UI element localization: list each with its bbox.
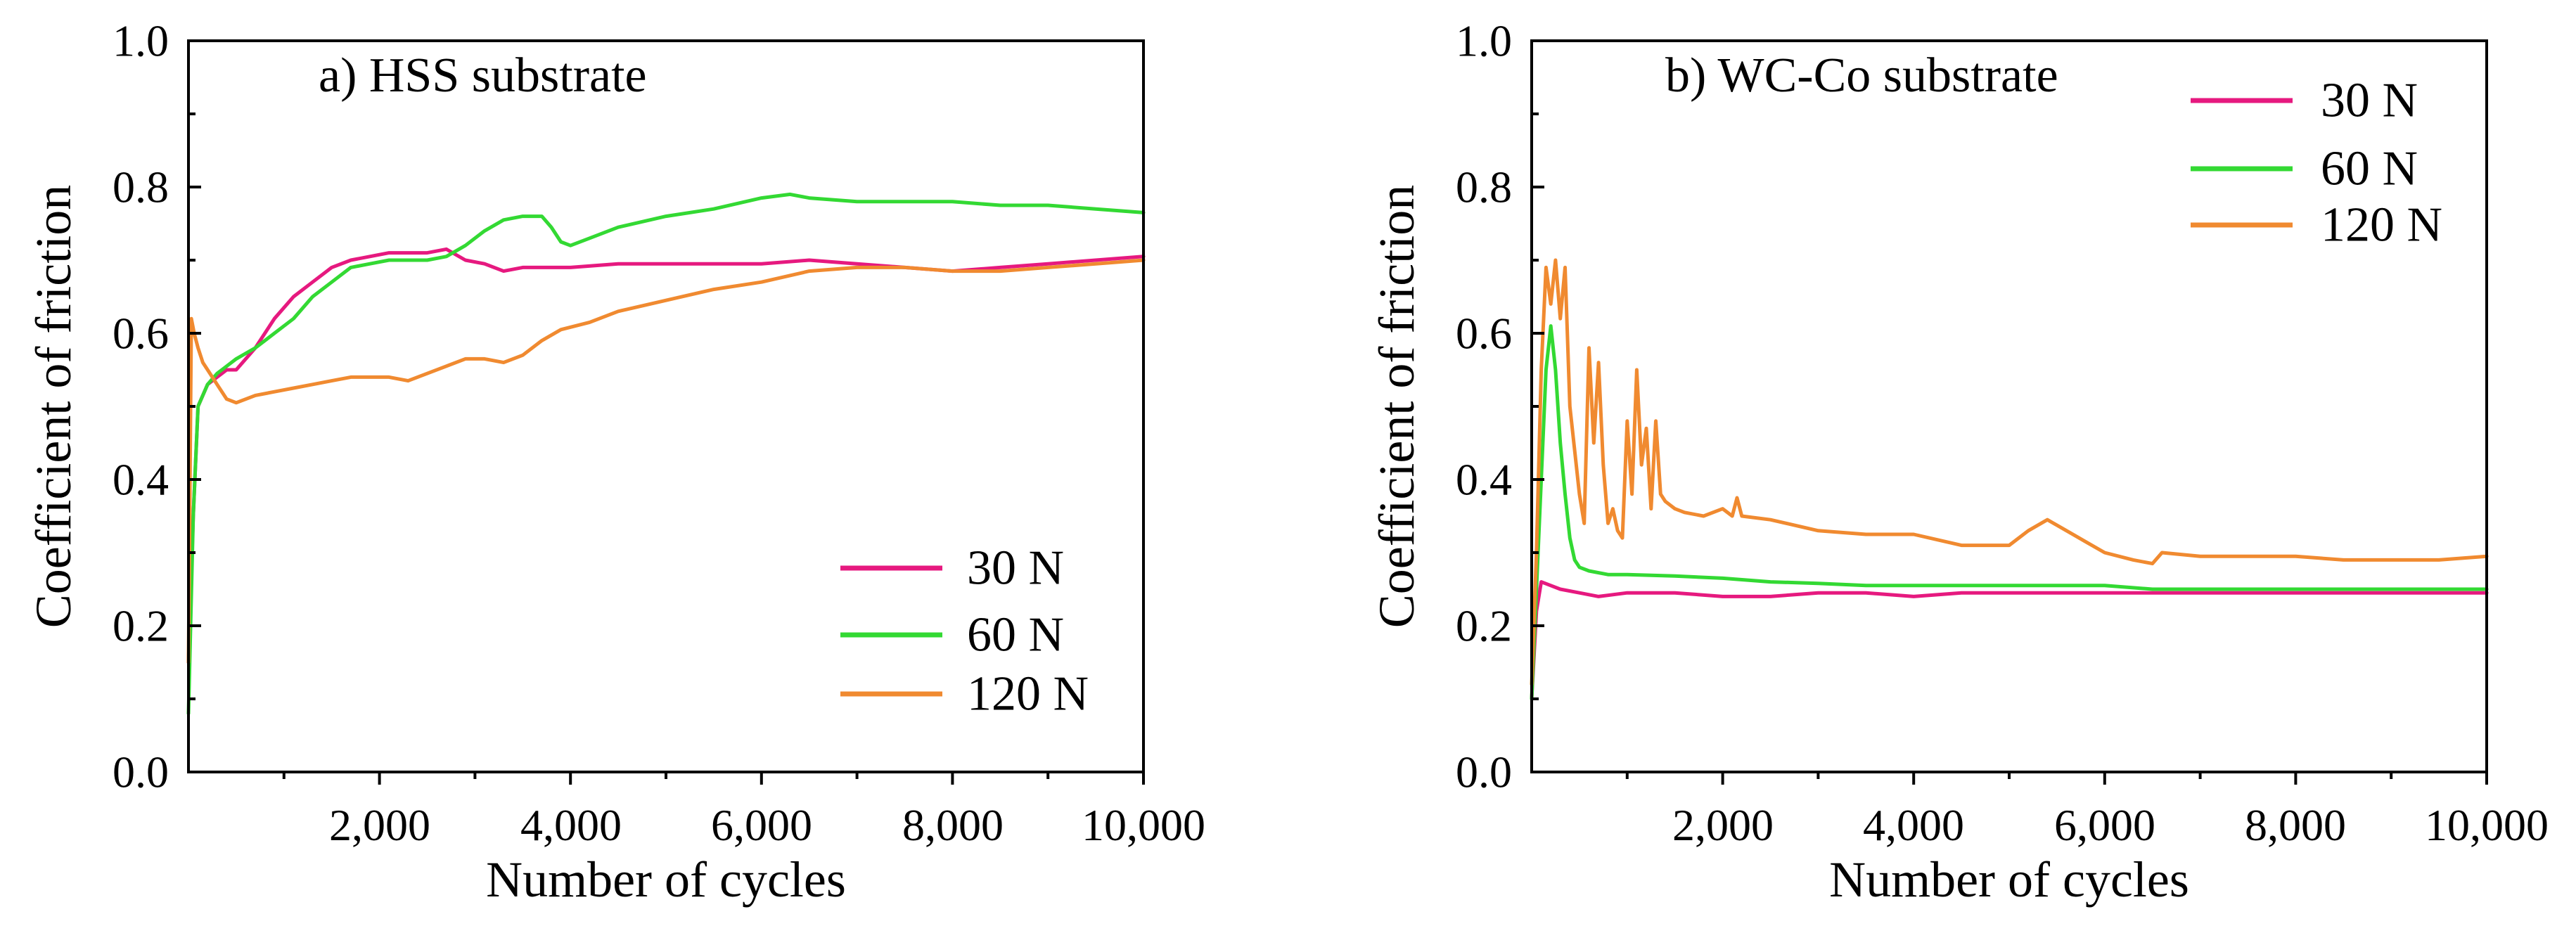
legend-label: 120 N — [967, 667, 1089, 721]
xtick-label: 6,000 — [2054, 800, 2155, 850]
legend-label: 60 N — [2321, 142, 2418, 196]
chart-panel-a: 0.0 0.2 0.4 0.6 0.8 1.0 2,000 4,000 6,00… — [25, 16, 1205, 908]
ytick-label: 0.4 — [1456, 455, 1512, 505]
legend-a: 30 N 60 N 120 N — [840, 541, 1089, 721]
chart-panel-b: 0.0 0.2 0.4 0.6 0.8 1.0 2,000 4,000 6,00… — [1369, 16, 2549, 908]
ytick-label: 0.0 — [113, 747, 169, 797]
legend-label: 30 N — [2321, 74, 2418, 128]
series-line-60n — [186, 192, 1146, 716]
x-axis-title: Number of cycles — [486, 851, 846, 908]
series-group-b — [1530, 258, 2489, 701]
panel-title-b: b) WC-Co substrate — [1665, 49, 2058, 103]
xtick-label: 10,000 — [2425, 800, 2549, 850]
series-line-120n — [1530, 258, 2489, 686]
xtick-label: 2,000 — [1672, 800, 1774, 850]
series-line-120n — [186, 258, 1146, 664]
plot-frame-a — [187, 39, 1145, 773]
ytick-label: 0.2 — [113, 601, 169, 651]
legend-label: 60 N — [967, 608, 1064, 662]
y-axis-title: Coefficient of friction — [1369, 185, 1425, 628]
xtick-label: 4,000 — [1863, 800, 1964, 850]
ticks-b — [1532, 39, 2488, 785]
x-axis-title: Number of cycles — [1829, 851, 2189, 908]
ytick-label: 0.0 — [1456, 747, 1512, 797]
series-line-30n — [1530, 580, 2489, 701]
xtick-label: 10,000 — [1082, 800, 1205, 850]
xtick-label: 2,000 — [329, 800, 430, 850]
ytick-label: 0.2 — [1456, 601, 1512, 651]
ytick-label: 1.0 — [1456, 16, 1512, 66]
ytick-label: 0.8 — [113, 162, 169, 212]
legend-label: 120 N — [2321, 198, 2442, 252]
ytick-label: 0.8 — [1456, 162, 1512, 212]
ticks-a — [188, 39, 1145, 785]
panel-title-a: a) HSS substrate — [319, 49, 647, 103]
legend-b: 30 N 60 N 120 N — [2191, 74, 2442, 252]
xtick-label: 4,000 — [520, 800, 622, 850]
series-group-a — [186, 192, 1146, 716]
xtick-label: 8,000 — [2245, 800, 2346, 850]
ytick-label: 0.6 — [1456, 309, 1512, 359]
ytick-label: 0.4 — [113, 455, 169, 505]
xtick-label: 8,000 — [902, 800, 1004, 850]
series-line-30n — [186, 247, 1146, 664]
ytick-label: 0.6 — [113, 309, 169, 359]
ytick-label: 1.0 — [113, 16, 169, 66]
legend-label: 30 N — [967, 541, 1064, 596]
y-axis-title: Coefficient of friction — [25, 185, 82, 628]
xtick-label: 6,000 — [711, 800, 812, 850]
series-line-60n — [1530, 324, 2489, 701]
